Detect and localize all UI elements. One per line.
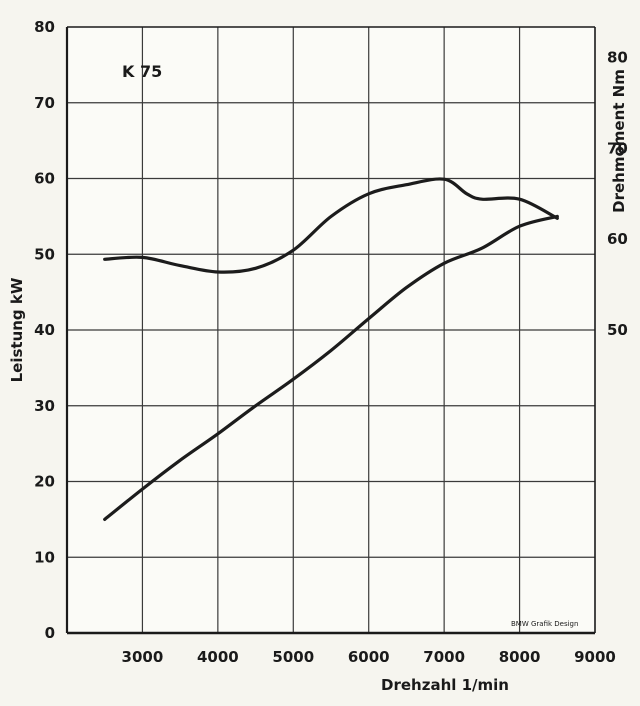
tick-labels: 3000 4000 5000 6000 7000 8000 9000 0 10 20 30 40 50 6… bbox=[34, 18, 628, 666]
x-tick-label-3: 6000 bbox=[348, 648, 390, 666]
credit-label: BMW Grafik Design bbox=[511, 620, 578, 628]
y-tick-left-label-6: 60 bbox=[34, 170, 55, 188]
y-tick-left-label-8: 80 bbox=[34, 18, 55, 36]
x-tick-label-1: 4000 bbox=[197, 648, 239, 666]
y-axis-label-left: Leistung kW bbox=[8, 277, 26, 382]
series-line-left bbox=[103, 214, 559, 521]
y-axis-label-right: Drehmoment Nm bbox=[610, 69, 628, 213]
x-tick-label-6: 9000 bbox=[574, 648, 616, 666]
y-tick-right-label-0: 50 bbox=[607, 321, 628, 339]
y-tick-left-label-5: 50 bbox=[34, 245, 55, 263]
plot-frame bbox=[65, 26, 596, 635]
x-axis-label: Drehzahl 1/min bbox=[381, 676, 509, 694]
y-tick-left-label-2: 20 bbox=[34, 473, 55, 491]
x-tick-label-2: 5000 bbox=[272, 648, 314, 666]
x-tick-label-0: 3000 bbox=[122, 648, 164, 666]
chart-annotation: K 75 bbox=[122, 62, 162, 81]
y-tick-right-label-1: 60 bbox=[607, 230, 628, 248]
y-tick-left-label-0: 0 bbox=[45, 624, 55, 642]
grid bbox=[67, 27, 595, 633]
y-tick-left-label-1: 10 bbox=[34, 548, 55, 566]
series-group bbox=[103, 177, 559, 521]
y-tick-left-label-7: 70 bbox=[34, 94, 55, 112]
series-line-right bbox=[103, 177, 559, 274]
y-tick-right-label-3: 80 bbox=[607, 48, 628, 66]
y-tick-left-label-3: 30 bbox=[34, 397, 55, 415]
y-tick-left-label-4: 40 bbox=[34, 321, 55, 339]
y-tick-right-label-2: 70 bbox=[607, 139, 628, 157]
x-tick-label-4: 7000 bbox=[423, 648, 465, 666]
x-tick-label-5: 8000 bbox=[499, 648, 541, 666]
